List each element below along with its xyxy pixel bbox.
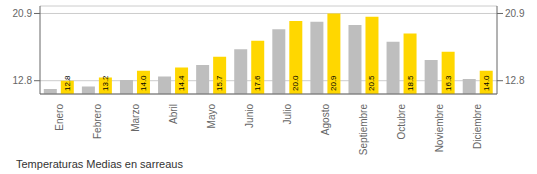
svg-text:Noviembre: Noviembre [434,104,445,153]
svg-text:Octubre: Octubre [396,104,407,140]
svg-text:12.8: 12.8 [505,75,525,86]
svg-text:13.2: 13.2 [101,75,110,91]
svg-text:Abril: Abril [168,104,179,124]
svg-text:20.9: 20.9 [505,8,525,19]
svg-text:14.0: 14.0 [482,75,491,91]
html-text:Temperaturas Medias en sarreau: Temperaturas Medias en sarreaus [16,158,183,170]
svg-text:Agosto: Agosto [320,104,331,136]
svg-text:16.3: 16.3 [444,75,453,91]
svg-text:Febrero: Febrero [92,104,103,139]
svg-text:20.0: 20.0 [291,75,300,91]
svg-text:20.5: 20.5 [367,75,376,91]
svg-text:Marzo: Marzo [130,104,141,132]
svg-text:18.5: 18.5 [406,75,415,91]
svg-text:15.7: 15.7 [215,75,224,91]
svg-text:14.0: 14.0 [139,75,148,91]
svg-text:17.6: 17.6 [253,75,262,91]
svg-text:12.8: 12.8 [63,75,72,91]
svg-text:Mayo: Mayo [206,104,217,129]
svg-text:20.9: 20.9 [329,75,338,91]
svg-text:Junio: Junio [244,104,255,128]
svg-text:Septiembre: Septiembre [358,104,369,156]
svg-text:14.4: 14.4 [177,75,186,91]
svg-text:Julio: Julio [282,104,293,125]
svg-text:Enero: Enero [54,104,65,131]
svg-text:Diciembre: Diciembre [472,104,483,149]
svg-text:12.8: 12.8 [13,75,33,86]
svg-text:20.9: 20.9 [13,8,33,19]
